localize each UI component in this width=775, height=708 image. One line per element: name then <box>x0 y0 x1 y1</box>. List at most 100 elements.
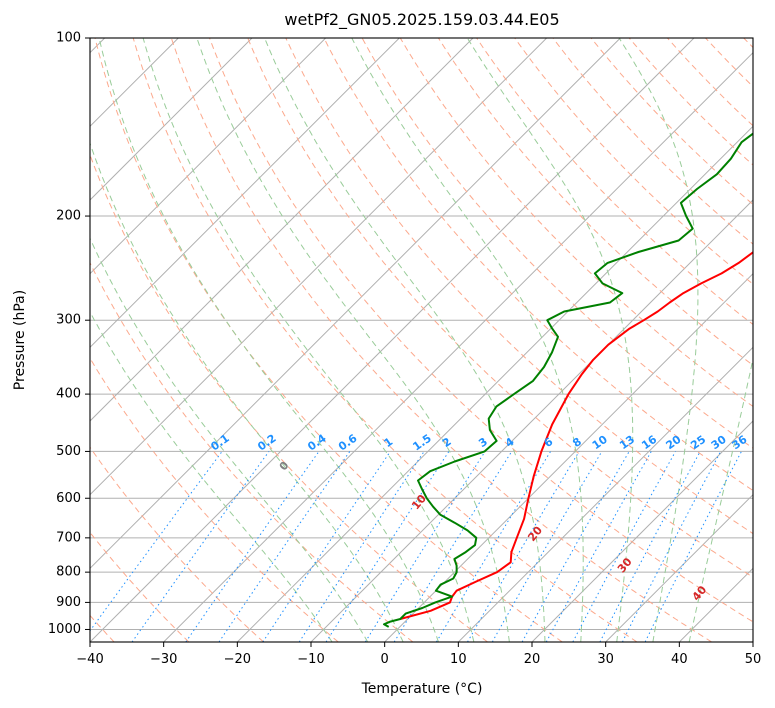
dry-adiabat-line <box>590 38 753 206</box>
mixing-ratio-label: 13 <box>617 433 637 452</box>
dry-adiabat-line <box>209 38 753 623</box>
dry-adiabat-line <box>285 38 753 535</box>
dry-adiabat-line <box>667 38 753 127</box>
x-tick-label: 10 <box>450 652 467 667</box>
moist-adiabat-line <box>688 356 753 642</box>
moist-adiabat-line <box>264 38 546 642</box>
dry-adiabat-line <box>514 38 753 285</box>
y-tick-label: 200 <box>56 209 81 224</box>
y-tick-label: 500 <box>56 444 81 459</box>
mixing-ratio-label: 10 <box>590 433 610 453</box>
x-axis: −40 −30 −20 −10 0 10 20 30 40 50 <box>76 642 761 667</box>
moist-adiabat-line <box>142 38 475 642</box>
isotherm-line <box>678 567 753 642</box>
mixing-ratio-line <box>364 451 486 642</box>
temperature-profile-line <box>400 251 753 620</box>
mixing-ratio-line <box>393 451 513 642</box>
x-tick-label: −10 <box>297 652 324 667</box>
mixing-ratio-line <box>467 451 580 642</box>
x-tick-label: 40 <box>671 652 688 667</box>
moist-adiabat-line <box>90 237 369 642</box>
moist-adiabat-line <box>90 311 333 642</box>
dry-adiabat-line <box>705 38 753 88</box>
mixing-ratio-line <box>131 451 270 642</box>
dry-adiabat-line <box>94 38 563 642</box>
mixing-ratio-line <box>298 451 425 642</box>
y-tick-label: 400 <box>56 387 81 402</box>
mixing-ratio-label: 30 <box>709 433 729 453</box>
y-axis-title: Pressure (hPa) <box>12 290 28 390</box>
isotherm-line <box>90 38 400 349</box>
isotherm-line <box>236 125 753 642</box>
mixing-ratio-line <box>545 451 652 642</box>
moist-adiabat-label: 20 <box>525 524 545 544</box>
mixing-ratio-line <box>644 451 742 642</box>
dry-adiabat-line <box>437 38 753 366</box>
dry-adiabat-line <box>476 38 753 326</box>
x-tick-label: 20 <box>524 652 541 667</box>
mixing-ratio-line <box>435 451 552 642</box>
isotherm-line <box>90 38 474 422</box>
isotherm-line <box>752 641 753 642</box>
moist-adiabat-line <box>351 38 584 642</box>
moist-adiabat-label: 0 <box>277 459 292 473</box>
x-tick-label: 30 <box>597 652 614 667</box>
isotherm-line <box>90 38 548 496</box>
y-tick-label: 100 <box>56 31 81 46</box>
chart-title: wetPf2_GN05.2025.159.03.44.E05 <box>284 10 559 30</box>
y-tick-label: 700 <box>56 530 81 545</box>
dry-adiabat-line <box>90 153 488 642</box>
mixing-ratio-line <box>325 451 450 642</box>
y-tick-label: 600 <box>56 491 81 506</box>
y-tick-label: 1000 <box>48 622 81 637</box>
dry-adiabat-line <box>247 38 753 578</box>
x-tick-label: −30 <box>150 652 177 667</box>
profile-lines <box>383 132 753 628</box>
isotherm-line <box>457 346 753 642</box>
mixing-ratio-line <box>599 451 701 642</box>
mixing-ratio-label: 16 <box>639 433 659 453</box>
y-tick-label: 300 <box>56 313 81 328</box>
x-axis-title: Temperature (°C) <box>361 681 483 697</box>
y-tick-label: 800 <box>56 565 81 580</box>
isotherm-line <box>90 38 621 570</box>
mixing-ratio-line <box>90 451 223 632</box>
mixing-ratio-line <box>185 451 320 642</box>
moist-adiabat-line <box>98 38 439 642</box>
dewpoint-profile-line <box>383 132 753 628</box>
isotherm-line <box>531 420 753 642</box>
x-tick-label: −40 <box>76 652 103 667</box>
moist-adiabat-line <box>196 38 510 642</box>
dry-adiabat-line <box>170 38 712 642</box>
x-tick-label: −20 <box>224 652 251 667</box>
moist-adiabat-label: 10 <box>409 492 429 512</box>
mixing-ratio-label: 8 <box>570 435 584 450</box>
mixing-ratio-label: 20 <box>664 433 684 453</box>
plot-frame <box>89 37 754 643</box>
moist-adiabat-label: 40 <box>690 583 710 603</box>
y-axis: 1000 900 800 700 600 500 400 300 200 100 <box>48 31 90 637</box>
y-tick-label: 900 <box>56 595 81 610</box>
mixing-ratio-label: 36 <box>729 433 749 453</box>
isotherm-line <box>384 272 753 642</box>
x-tick-label: 0 <box>381 652 389 667</box>
dry-adiabat-line <box>90 446 264 642</box>
mixing-ratio-label: 1.5 <box>410 432 433 454</box>
mixing-ratio-label: 25 <box>688 433 708 452</box>
isotherm-line <box>90 38 327 275</box>
moist-adiabat-line <box>618 38 699 642</box>
dry-adiabat-line <box>552 38 753 245</box>
isotherm-line <box>163 51 753 642</box>
mixing-ratio-line <box>521 451 630 642</box>
dry-adiabat-line <box>90 531 190 642</box>
mixing-ratio-label: 0.1 <box>208 432 231 454</box>
x-tick-label: 50 <box>745 652 762 667</box>
dry-adiabat-line <box>743 38 753 49</box>
dry-adiabat-line <box>323 38 753 492</box>
mixing-ratio-line <box>262 451 391 642</box>
background-lines <box>90 38 753 642</box>
dry-adiabat-line <box>90 261 414 642</box>
mixing-ratio-line <box>218 451 351 642</box>
isotherm-line <box>90 38 695 642</box>
